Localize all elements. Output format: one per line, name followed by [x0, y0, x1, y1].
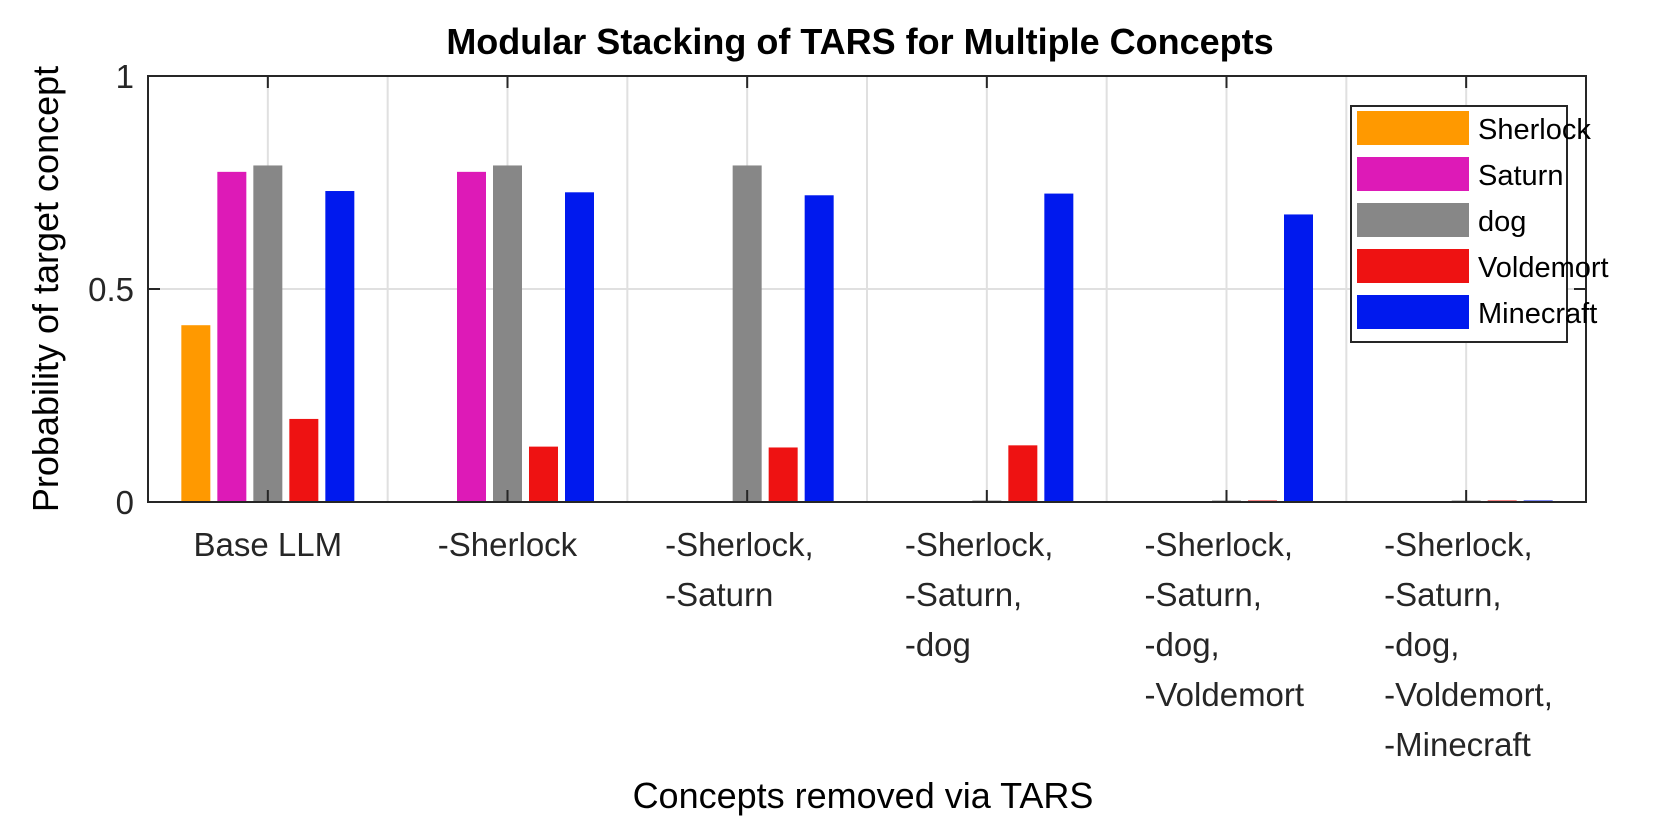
- legend-label-voldemort: Voldemort: [1478, 252, 1609, 284]
- bar-dog-1: [253, 165, 283, 502]
- y-ticks: 00.51: [88, 58, 1586, 521]
- x-tick-label: -dog,: [1145, 626, 1220, 663]
- legend-swatch-minecraft: [1357, 295, 1469, 329]
- y-tick-label: 0.5: [88, 271, 134, 308]
- y-axis-label: Probability of target concept: [25, 66, 66, 512]
- x-tick-label: -Voldemort: [1145, 676, 1305, 713]
- bar-voldemort-1: [289, 418, 319, 502]
- legend: Sherlock Saturn dog Voldemort Minecraft: [1350, 105, 1609, 343]
- bar-minecraft-1: [325, 191, 355, 502]
- y-tick-label: 0: [116, 484, 134, 521]
- bars: [181, 165, 1553, 503]
- legend-swatch-saturn: [1357, 157, 1469, 191]
- x-ticks: Base LLM -Sherlock -Sherlock, -Saturn -Sherl…: [194, 76, 1553, 763]
- x-tick-label: -Sherlock,: [1145, 526, 1294, 563]
- x-tick-label: -Sherlock,: [905, 526, 1054, 563]
- legend-swatch-dog: [1357, 203, 1469, 237]
- x-tick-label: -dog: [905, 626, 971, 663]
- legend-label-saturn: Saturn: [1478, 160, 1563, 192]
- x-tick-label: -Sherlock,: [1384, 526, 1533, 563]
- x-axis-label: Concepts removed via TARS: [633, 775, 1094, 816]
- legend-items: Sherlock Saturn dog Voldemort Minecraft: [1357, 111, 1609, 330]
- bar-minecraft-2: [565, 192, 594, 502]
- legend-label-minecraft: Minecraft: [1478, 298, 1597, 330]
- x-tick-label: -Saturn,: [1145, 576, 1262, 613]
- x-tick-label: Base LLM: [194, 526, 343, 563]
- x-tick-label: -Sherlock: [438, 526, 578, 563]
- x-tick-label: -Saturn: [665, 576, 773, 613]
- bar-saturn-1: [217, 171, 247, 502]
- bar-voldemort-4: [1008, 445, 1038, 502]
- x-tick-label: -Voldemort,: [1384, 676, 1553, 713]
- x-tick-label: -Saturn,: [905, 576, 1022, 613]
- bar-sherlock-1: [181, 325, 211, 502]
- bar-minecraft-5: [1284, 214, 1313, 502]
- x-tick-label: -Sherlock,: [665, 526, 814, 563]
- x-tick-label: -Minecraft: [1384, 726, 1531, 763]
- bar-dog-3: [732, 165, 762, 502]
- legend-label-dog: dog: [1478, 206, 1526, 238]
- bar-voldemort-3: [768, 447, 798, 502]
- chart-title: Modular Stacking of TARS for Multiple Co…: [446, 21, 1273, 62]
- bar-dog-2: [493, 165, 522, 502]
- x-tick-label: -dog,: [1384, 626, 1459, 663]
- bar-minecraft-4: [1044, 193, 1074, 503]
- plot-area: 00.51 Base LLM -Sherlock -Sherlock,-Saturn…: [88, 58, 1587, 763]
- bar-voldemort-2: [529, 446, 558, 502]
- legend-swatch-voldemort: [1357, 249, 1469, 283]
- bar-saturn-2: [457, 171, 486, 502]
- y-tick-label: 1: [116, 58, 134, 95]
- legend-swatch-sherlock: [1357, 111, 1469, 145]
- legend-label-sherlock: Sherlock: [1478, 114, 1591, 146]
- x-tick-label: -Saturn,: [1384, 576, 1501, 613]
- bar-minecraft-3: [804, 195, 834, 502]
